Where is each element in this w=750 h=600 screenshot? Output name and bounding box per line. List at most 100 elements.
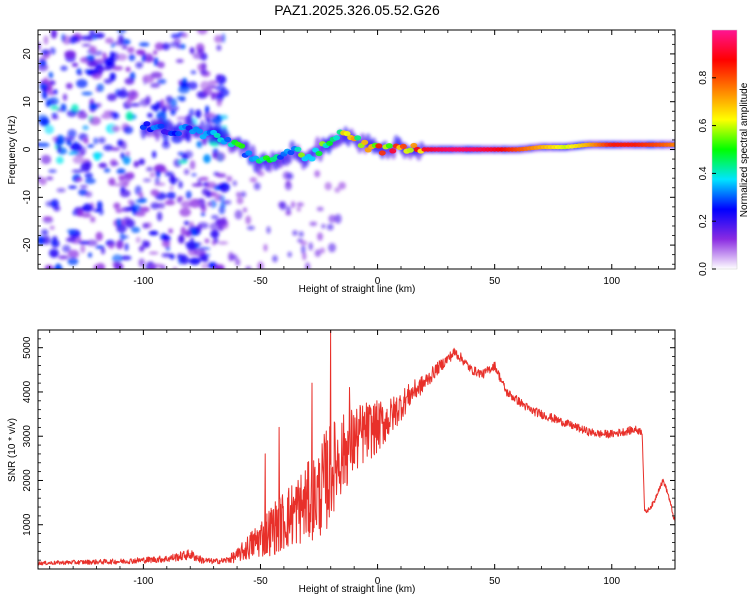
spectrogram-noise-blob: [51, 239, 60, 248]
spectrogram-noise-blob: [67, 129, 77, 138]
spectrogram-noise-blob: [116, 168, 126, 175]
colorbar-tick-label: 0.2: [698, 214, 709, 228]
spectrogram-noise-blob: [162, 42, 170, 51]
spectrogram-noise-blob: [47, 91, 55, 96]
spectrogram-noise-blob: [138, 197, 147, 204]
spectrogram-ridge-cell: [406, 147, 414, 153]
spectrogram-noise-blob: [154, 42, 165, 51]
spectrogram-noise-blob: [106, 93, 117, 102]
spectrogram-ridge-cell: [224, 136, 232, 143]
spectrogram-noise-blob: [55, 138, 61, 142]
spectrogram-y-tick-label: -20: [22, 237, 33, 252]
spectrogram-noise-blob: [114, 40, 119, 46]
spectrogram-noise-blob: [103, 78, 113, 84]
spectrogram-noise-blob: [301, 244, 306, 255]
spectrogram-noise-blob: [191, 173, 197, 177]
snr-y-tick-label: 5000: [22, 336, 33, 359]
spectrogram-noise-blob: [284, 181, 292, 191]
spectrogram-noise-blob: [285, 211, 292, 216]
colorbar-gradient: [712, 30, 737, 269]
spectrogram-noise-blob: [125, 151, 130, 157]
spectrogram-noise-blob: [135, 211, 146, 217]
spectrogram-noise-blob: [89, 116, 101, 126]
spectrogram-noise-blob: [196, 30, 208, 35]
spectrogram-noise-blob: [103, 57, 115, 66]
spectrogram-noise-blob: [49, 248, 59, 258]
spectrogram-noise-blob: [135, 61, 144, 69]
spectrogram-noise-blob: [186, 241, 197, 251]
spectrogram-noise-blob: [152, 50, 158, 55]
spectrogram-noise-blob: [170, 109, 176, 116]
spectrogram-noise-blob: [112, 261, 121, 267]
spectrogram-noise-blob: [81, 212, 92, 218]
spectrogram-noise-blob: [116, 53, 128, 61]
spectrogram-noise-blob: [67, 249, 80, 259]
spectrogram-noise-blob: [197, 140, 202, 147]
spectrogram-noise-blob: [168, 171, 175, 179]
spectrogram-noise-blob: [72, 209, 79, 216]
spectrogram-noise-blob: [139, 206, 150, 213]
spectrogram-noise-blob: [66, 229, 76, 233]
spectrogram-noise-blob: [96, 83, 105, 93]
spectrogram-noise-blob: [232, 180, 238, 187]
spectrogram-noise-blob: [116, 239, 124, 250]
spectrogram-y-tick-label: -10: [22, 190, 33, 205]
spectrogram-noise-blob: [110, 42, 115, 48]
spectrogram-noise-blob: [100, 113, 113, 120]
spectrogram-noise-blob: [95, 231, 103, 241]
spectrogram-noise-blob: [204, 238, 210, 244]
spectrogram-noise-blob: [62, 35, 71, 45]
spectrogram-noise-blob: [38, 142, 50, 148]
spectrogram-noise-blob: [66, 109, 77, 118]
spectrogram-noise-blob: [234, 258, 241, 267]
spectrogram-noise-blob: [190, 70, 197, 75]
spectrogram-noise-blob: [115, 208, 123, 213]
spectrogram-noise-blob: [142, 74, 155, 84]
spectrogram-noise-blob: [157, 61, 165, 69]
spectrogram-noise-blob: [178, 181, 183, 189]
spectrogram-noise-blob: [43, 235, 51, 245]
spectrogram-x-tick-label: 100: [603, 276, 620, 287]
spectrogram-noise-blob: [82, 125, 89, 131]
spectrogram-noise-blob: [56, 156, 64, 165]
spectrogram-noise-blob: [150, 71, 163, 79]
spectrogram-noise-blob: [179, 44, 186, 50]
spectrogram-noise-blob: [207, 262, 218, 269]
spectrogram-noise-blob: [184, 229, 192, 238]
spectrogram-noise-blob: [129, 71, 136, 81]
spectrogram-noise-blob: [167, 105, 179, 112]
spectrogram-noise-blob: [76, 68, 82, 75]
snr-frame: [37, 329, 676, 570]
spectrogram-noise-blob: [84, 178, 96, 184]
spectrogram-noise-blob: [266, 226, 271, 234]
colorbar-tick-label: 0.6: [698, 118, 709, 132]
spectrogram-noise-blob: [122, 155, 131, 165]
spectrogram-noise-blob: [84, 69, 92, 74]
spectrogram-noise-blob: [98, 137, 106, 144]
spectrogram-ridge-cell: [670, 142, 675, 147]
spectrogram-noise-blob: [176, 116, 188, 120]
spectrogram-noise-blob: [210, 214, 219, 220]
spectrogram-noise-blob: [126, 97, 132, 106]
snr-marks: [38, 330, 675, 566]
spectrogram-noise-blob: [236, 196, 244, 205]
spectrogram-noise-blob: [60, 103, 67, 112]
spectrogram-noise-blob: [219, 194, 225, 203]
spectrogram-noise-blob: [185, 190, 192, 200]
spectrogram-noise-blob: [78, 240, 90, 245]
spectrogram-noise-blob: [183, 168, 190, 175]
spectrogram-noise-blob: [110, 147, 121, 151]
spectrogram-noise-blob: [298, 231, 304, 237]
spectrogram-noise-blob: [245, 215, 251, 225]
spectrogram-noise-blob: [263, 243, 268, 252]
spectrogram-ridge-cell: [196, 128, 204, 134]
snr-background: [38, 330, 675, 569]
spectrogram-noise-blob: [208, 80, 219, 85]
spectrogram-noise-blob: [91, 73, 102, 80]
spectrogram-noise-blob: [125, 111, 133, 121]
spectrogram-noise-blob: [161, 240, 171, 248]
spectrogram-noise-blob: [216, 98, 222, 107]
spectrogram-noise-blob: [157, 78, 167, 85]
spectrogram-noise-blob: [96, 200, 103, 211]
